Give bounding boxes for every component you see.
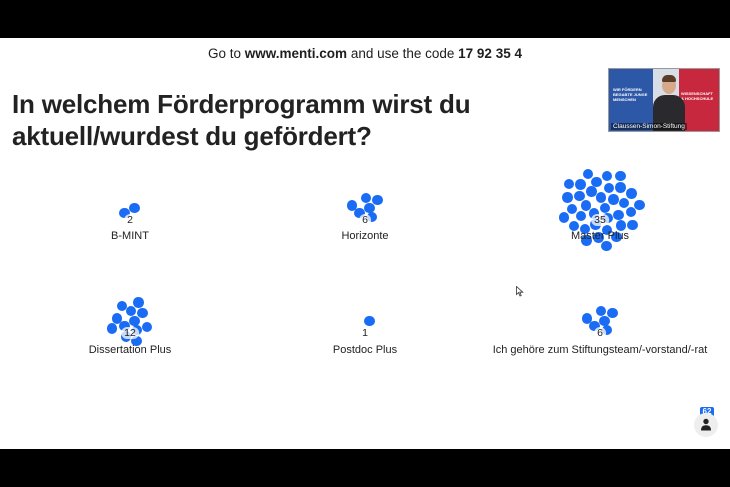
vote-dot [593,232,604,243]
vote-dot [615,171,626,182]
option-label: Horizonte [341,230,389,242]
vote-dot [566,203,578,215]
vote-dot [119,208,130,219]
vote-dot [106,323,118,334]
vote-count: 6 [359,214,371,226]
vote-dot [133,297,144,308]
vote-dot [601,240,612,251]
vote-dot [131,336,142,347]
vote-dot [581,313,593,324]
vote-dot [564,178,575,190]
vote-dot [364,202,375,214]
vote-dot [601,325,613,336]
vote-dot [119,321,130,332]
vote-dot [558,212,570,223]
vote-dot [580,223,591,235]
mentimeter-slide: Go to www.menti.com and use the code 17 … [0,38,730,449]
vote-dot [568,221,579,232]
vote-dot [589,321,600,332]
vote-dot [591,176,602,187]
vote-dot [354,208,365,219]
vote-dot [575,210,587,222]
vote-count: 1 [359,327,371,339]
vote-dot [116,300,128,311]
vote-count: 6 [594,327,606,339]
vote-dot [125,305,137,317]
vote-dot [595,305,607,317]
vote-dot [613,209,624,220]
option-label: B-MINT [111,230,149,242]
join-instructions: Go to www.menti.com and use the code 17 … [208,46,522,61]
poster-left [609,69,653,131]
participant-count-badge: 62 [700,407,714,417]
vote-dot [581,235,592,246]
vote-dot [601,170,613,182]
vote-dot [111,313,123,324]
vote-dot [626,188,637,199]
person-icon [701,418,711,431]
vote-dot [607,307,618,319]
vote-dot [364,315,375,327]
vote-dot [611,231,622,243]
vote-dot [604,183,615,194]
vote-dot [615,182,626,193]
vote-dot [582,168,594,180]
vote-dot [601,224,613,235]
option-label: Dissertation Plus [88,344,172,356]
vote-count: 12 [121,327,139,339]
vote-dot [595,192,607,203]
participants-button[interactable] [694,413,718,437]
question-title: In welchem Förderprogramm wirst du aktue… [12,89,471,151]
option-label: Postdoc Plus [332,344,398,356]
voting-code: 17 92 35 4 [458,46,522,61]
vote-dot [618,197,630,208]
poster-right [679,69,719,131]
vote-dot [372,194,383,206]
option-label: Ich gehöre zum Stiftungsteam/-vorstand/-… [492,344,708,356]
vote-dot [366,212,378,223]
vote-count: 2 [124,214,136,226]
option-label: Master Plus [570,230,630,242]
vote-dot [129,202,140,214]
vote-dot [360,192,372,204]
vote-dot [615,220,627,231]
vote-dot [137,307,148,319]
vote-dot [634,199,645,210]
vote-dot [627,219,638,231]
camera-label: Claussen-Simon-Stiftung [611,123,687,130]
presenter-body [653,95,685,131]
vote-dot [346,200,358,211]
vote-dot [129,315,140,327]
menti-url: www.menti.com [244,46,348,61]
presenter-hair [662,75,676,82]
vote-dot [575,179,586,190]
vote-dot [580,200,592,211]
vote-dot [586,186,597,197]
presenter-video-thumbnail[interactable]: WIR FÖRDERN BEGABTE JUNGE MENSCHEN WISSE… [608,68,720,132]
vote-dot [599,202,610,214]
vote-count: 35 [591,214,609,226]
mouse-cursor-icon [516,284,524,302]
vote-dot [562,192,573,203]
vote-dot [588,208,600,219]
vote-dot [625,206,637,218]
vote-dot [574,190,585,202]
vote-dot [141,322,153,333]
vote-dot [599,315,610,327]
vote-dot [608,194,619,205]
